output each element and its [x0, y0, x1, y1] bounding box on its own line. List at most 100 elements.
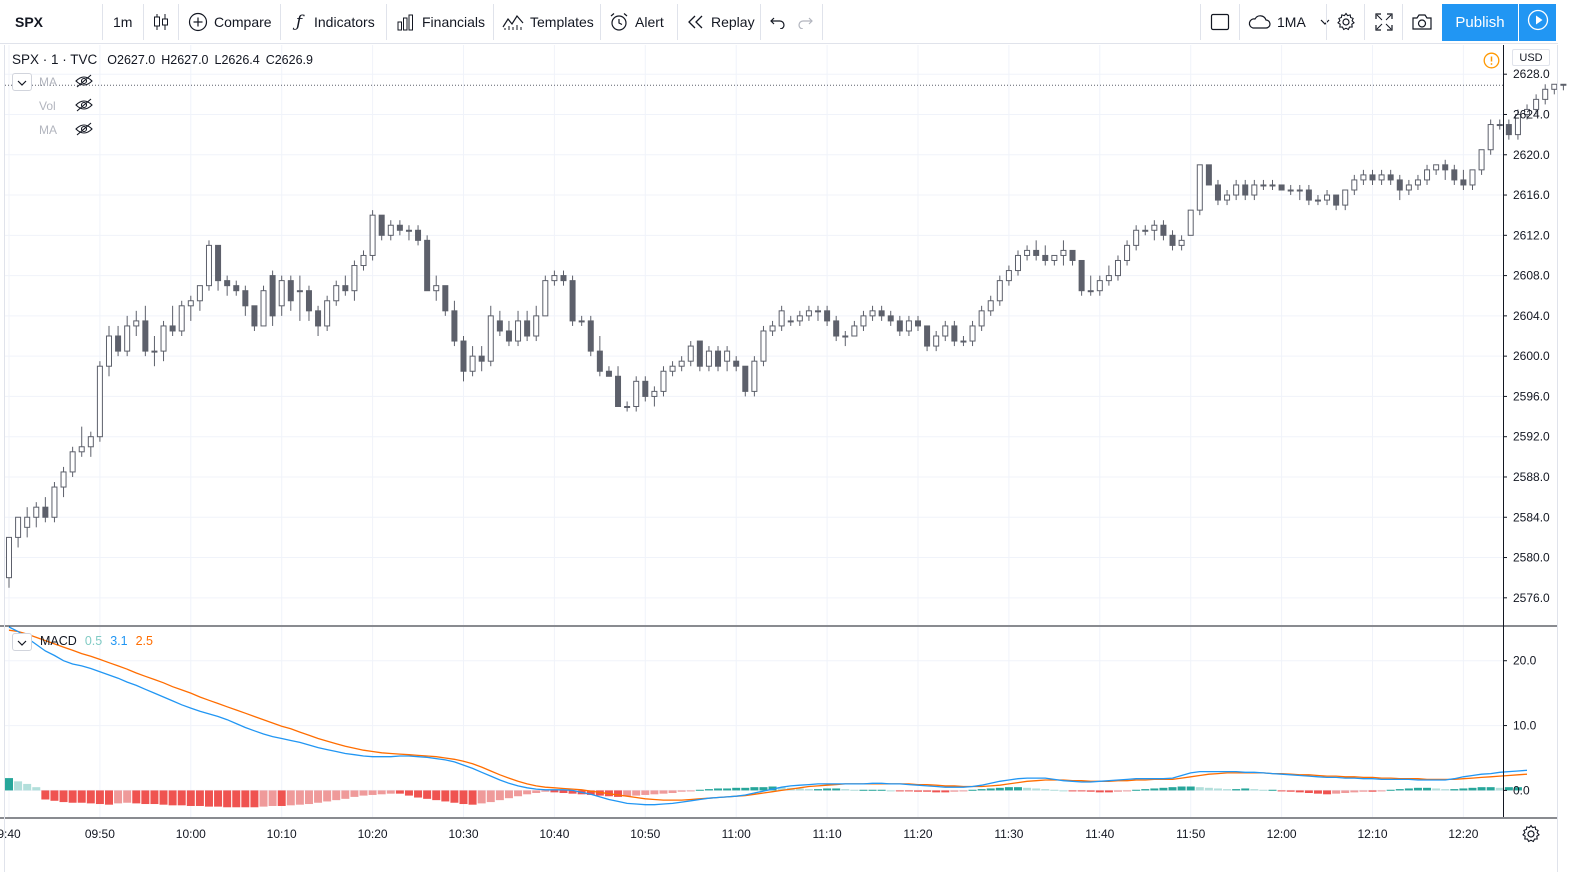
candle-body	[487, 315, 494, 362]
eye-crossed-icon[interactable]	[75, 122, 93, 139]
macd-histogram-bar	[177, 790, 186, 806]
indicators-button[interactable]: ƒ Indicators	[290, 0, 375, 44]
replay-label: Replay	[711, 14, 755, 30]
candle-body	[1296, 189, 1303, 192]
candle	[169, 305, 176, 337]
price-axis[interactable]: 2576.0 2580.0 2584.0 2588.0 2592.0 2596.0 2600…	[1503, 67, 1550, 605]
legend-symbol[interactable]: SPX · 1 · TVC	[12, 52, 98, 67]
chart-canvas[interactable]: 2576.0 2580.0 2584.0 2588.0 2592.0 2596.0 2600…	[0, 45, 1590, 872]
undo-button[interactable]	[770, 0, 792, 44]
chevron-down-icon	[17, 633, 27, 651]
candle-body	[760, 330, 767, 362]
time-tick-label: 12:20	[1448, 827, 1478, 841]
templates-button[interactable]: Templates	[502, 0, 594, 44]
macd-histogram-bar	[832, 788, 841, 791]
candle	[578, 315, 585, 326]
candle-body	[1196, 164, 1203, 211]
indicator-ma-1[interactable]: MA	[12, 73, 93, 91]
macd-line	[8, 626, 1528, 806]
legend-high: H2627.0	[161, 53, 208, 67]
macd-histogram-bar	[1232, 789, 1241, 791]
candle	[760, 325, 767, 367]
chevron-down-icon	[1320, 19, 1330, 25]
candle-body	[1442, 164, 1449, 171]
low-label: L	[214, 52, 222, 67]
candle-body	[787, 320, 794, 323]
candle	[533, 305, 540, 342]
select-layout-button[interactable]	[1210, 0, 1236, 44]
macd-histogram-bar	[1504, 787, 1513, 791]
redo-icon	[797, 15, 813, 29]
macd-histogram-bar	[1041, 789, 1050, 791]
candle	[796, 310, 803, 326]
candle	[115, 325, 122, 357]
macd-collapse-button[interactable]	[12, 633, 32, 651]
time-axis[interactable]: 9:40 09:50 10:00 10:10 10:20 10:30 10:40 10:50 1…	[0, 827, 1479, 841]
redo-button[interactable]	[797, 0, 819, 44]
fullscreen-button[interactable]	[1375, 0, 1399, 44]
compare-button[interactable]: Compare	[188, 0, 272, 44]
candle-body	[6, 536, 12, 579]
candle	[442, 285, 449, 316]
macd-histogram-bar	[468, 790, 477, 805]
candle	[1124, 240, 1131, 266]
eye-crossed-icon[interactable]	[75, 98, 93, 115]
candle-body	[460, 340, 467, 372]
candle	[1424, 164, 1431, 185]
scale-settings-gear-icon[interactable]	[1521, 824, 1541, 849]
warning-icon[interactable]	[1483, 52, 1500, 74]
candle	[160, 320, 167, 362]
macd-histogram-bar	[1386, 789, 1395, 791]
time-tick-label: 10:20	[358, 827, 388, 841]
legend-collapse-button[interactable]	[12, 73, 32, 91]
macd-histogram-bar	[541, 790, 550, 792]
candle-body	[278, 280, 285, 307]
candle	[851, 320, 858, 337]
macd-histogram-bar	[1395, 789, 1404, 791]
indicator-ma-2[interactable]: MA	[12, 121, 93, 139]
macd-histogram-bar	[868, 789, 877, 791]
candle-body	[1260, 184, 1267, 187]
macd-histogram-bar	[1268, 789, 1277, 791]
macd-line-value: 3.1	[110, 634, 128, 648]
macd-histogram-bar	[1368, 790, 1377, 792]
candle-body	[242, 290, 249, 307]
candle-body	[1160, 224, 1167, 236]
candle-body	[1224, 194, 1231, 201]
candle	[287, 275, 294, 311]
candle	[1560, 83, 1567, 91]
interval-button[interactable]: 1m	[113, 0, 132, 44]
currency-badge[interactable]: USD	[1512, 49, 1550, 66]
symbol-search-button[interactable]: SPX	[15, 0, 43, 44]
macd-histogram-bar	[286, 790, 295, 806]
candle	[705, 346, 712, 372]
candle	[724, 346, 731, 372]
replay-button[interactable]: Replay	[687, 0, 755, 44]
candle	[1324, 190, 1331, 206]
candle	[1251, 179, 1258, 201]
candle	[605, 366, 612, 377]
eye-crossed-icon[interactable]	[75, 74, 93, 91]
candle-body	[1151, 224, 1158, 231]
macd-axis[interactable]: 0.0 10.0 20.0	[1503, 654, 1537, 798]
settings-button[interactable]	[1336, 0, 1362, 44]
financials-button[interactable]: Financials	[396, 0, 485, 44]
chart-style-button[interactable]	[152, 0, 176, 44]
candle-body	[105, 335, 112, 367]
candle	[678, 356, 685, 372]
candle-body	[1551, 83, 1558, 90]
indicator-vol[interactable]: Vol	[12, 97, 93, 115]
play-button[interactable]	[1519, 4, 1556, 41]
alert-button[interactable]: Alert	[609, 0, 664, 44]
snapshot-button[interactable]	[1411, 0, 1439, 44]
price-tick-label: 2624.0	[1513, 107, 1550, 121]
candle	[1360, 169, 1367, 185]
candle-body	[633, 380, 640, 407]
candle-body	[1414, 179, 1421, 186]
publish-button[interactable]: Publish	[1442, 4, 1518, 41]
macd-legend[interactable]: MACD 0.5 3.1 2.5	[40, 634, 161, 648]
candle	[1178, 235, 1185, 251]
candle-body	[1424, 169, 1431, 181]
save-layout-button[interactable]: 1MA	[1247, 0, 1336, 44]
macd-histogram-bar	[168, 790, 177, 806]
